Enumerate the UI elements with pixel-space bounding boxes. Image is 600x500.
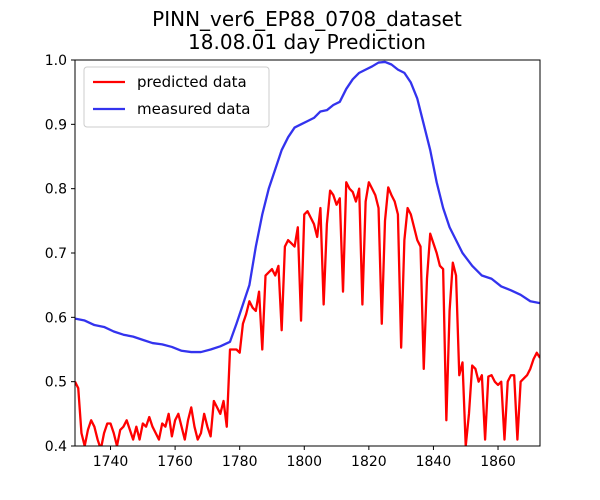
plot-frame [74,59,541,447]
chart-title-line-1: PINN_ver6_EP88_0708_dataset [152,7,462,31]
x-tick-label: 1760 [157,454,193,470]
x-tick-label: 1860 [480,454,516,470]
x-tick-label: 1740 [93,454,129,470]
y-tick-label: 0.5 [45,375,67,391]
y-tick-label: 1.0 [45,53,67,69]
legend-box [83,66,270,128]
x-tick-label: 1800 [286,454,322,470]
series-line-measured [75,60,540,354]
legend-label: measured data [137,100,251,118]
y-tick-label: 0.4 [45,439,67,455]
series-lines [75,60,540,446]
chart-title: PINN_ver6_EP88_0708_dataset 18.08.01 day… [0,8,600,54]
x-tick-label: 1820 [351,454,387,470]
legend: predicted data measured data [83,66,270,128]
y-tick-label: 0.8 [45,182,67,198]
x-tick-label: 1780 [222,454,258,470]
x-tick-label: 1840 [416,454,452,470]
y-tick-label: 0.9 [45,117,67,133]
legend-label: predicted data [137,73,247,91]
y-tick-label: 0.7 [45,246,67,262]
chart-title-line-2: 18.08.01 day Prediction [188,30,426,54]
y-tick-label: 0.6 [45,310,67,326]
axis-ticks: 1740 1760 1780 1800 1820 1840 1860 0.4 0.5 0.6 0.7… [45,53,516,470]
series-line-predicted [75,181,540,446]
